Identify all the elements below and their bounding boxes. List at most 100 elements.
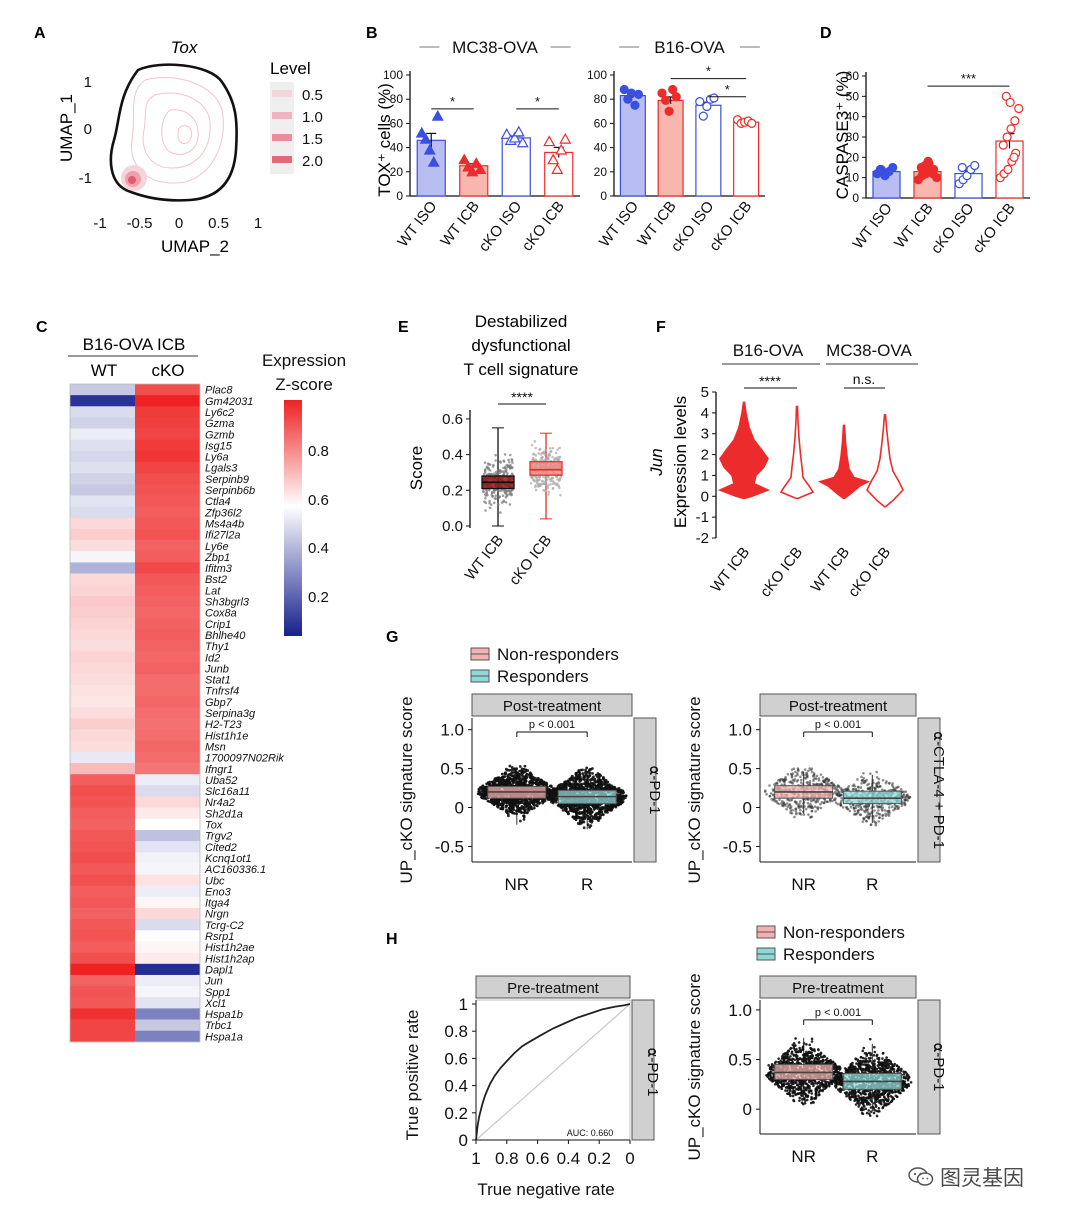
jitter-point — [819, 806, 823, 810]
heatmap-cell-wt — [70, 952, 135, 965]
heatmap-gene-label: Sh3bgrl3 — [205, 597, 250, 609]
jitter-point — [502, 798, 505, 802]
jitter-point — [803, 768, 807, 771]
jitter-point — [507, 806, 511, 810]
jitter-point — [540, 479, 544, 483]
jitter-point — [585, 766, 589, 770]
jitter-point — [501, 775, 504, 779]
jitter-point — [790, 776, 794, 779]
bar — [544, 151, 574, 197]
umap-density-contour — [142, 92, 211, 169]
heatmap-gene-label: Kcnq1ot1 — [205, 853, 251, 865]
jitter-point — [600, 780, 604, 784]
jitter-point — [582, 774, 586, 778]
umap-density-contour — [161, 109, 199, 155]
jitter-point — [777, 802, 781, 806]
jitter-point — [884, 812, 887, 816]
jitter-point — [516, 772, 520, 776]
jitter-point — [547, 490, 551, 494]
jitter-point — [812, 1084, 815, 1088]
legend-tick: 0.2 — [308, 589, 329, 606]
x-tick-label: WT ICB — [437, 198, 483, 250]
jitter-point — [769, 1071, 773, 1074]
heatmap-gene-label: Ifngr1 — [205, 764, 233, 776]
jitter-point — [795, 812, 798, 816]
jitter-point — [531, 800, 535, 804]
jitter-point — [578, 819, 582, 823]
panel-a-ylabel: UMAP_1 — [57, 94, 76, 162]
jitter-point — [832, 1063, 836, 1066]
jitter-point — [810, 1037, 814, 1041]
umap-x-tick: 0 — [175, 215, 183, 232]
jitter-point — [483, 500, 486, 503]
panel-e-ylabel: Score — [407, 446, 426, 490]
jitter-point — [871, 814, 875, 818]
group-title: MC38-OVA — [826, 341, 912, 360]
jitter-point — [815, 782, 819, 786]
jitter-point — [903, 798, 906, 802]
jitter-point — [788, 1087, 792, 1090]
jitter-point — [821, 775, 825, 779]
heatmap-cell-wt — [70, 584, 135, 597]
jitter-point — [510, 459, 514, 462]
jitter-point — [503, 783, 506, 786]
jitter-point — [511, 811, 514, 815]
heatmap-cell-wt — [70, 863, 135, 875]
heatmap-cell-wt — [70, 1030, 135, 1043]
jitter-point — [790, 1081, 793, 1085]
facet-strip-top — [471, 693, 633, 717]
heatmap-cell-cko — [135, 751, 200, 764]
jitter-point — [887, 814, 891, 817]
x-tick-label: 0.4 — [557, 1149, 581, 1168]
jitter-point — [504, 500, 508, 504]
bar — [657, 99, 684, 197]
jitter-point — [807, 1089, 811, 1093]
jitter-point — [521, 771, 524, 775]
jitter-point — [853, 809, 857, 813]
heatmap-cell-cko — [135, 562, 200, 574]
jitter-point — [791, 1087, 795, 1090]
jitter-point — [792, 1042, 796, 1045]
jitter-point — [893, 788, 897, 792]
sig-label: * — [706, 64, 711, 79]
jitter-point — [481, 490, 485, 493]
jitter-point — [871, 778, 875, 782]
heatmap-cell-wt — [70, 1008, 135, 1020]
jitter-point — [805, 775, 809, 779]
jitter-point — [591, 782, 595, 786]
jitter-point — [775, 781, 779, 785]
jitter-point — [553, 482, 557, 485]
jitter-point — [800, 781, 803, 784]
jitter-point — [785, 802, 789, 805]
heatmap-gene-label: Bhlhe40 — [205, 630, 246, 642]
jitter-point — [568, 777, 572, 781]
jitter-point — [501, 802, 505, 805]
jitter-point — [862, 771, 865, 775]
jitter-point — [861, 820, 865, 823]
jitter-point — [502, 500, 506, 503]
jitter-point — [562, 782, 566, 786]
jitter-point — [477, 787, 481, 791]
jitter-point — [902, 793, 906, 797]
heatmap-cell-wt — [70, 662, 135, 675]
jitter-point — [535, 778, 539, 782]
heatmap-gene-label: Lgals3 — [205, 463, 238, 475]
heatmap-gene-label: Ms4a4b — [205, 518, 244, 530]
panel-c-title: B16-OVA ICB — [83, 335, 186, 354]
heatmap-gene-label: Nr4a2 — [205, 797, 235, 809]
jitter-point — [904, 795, 907, 799]
jitter-point — [796, 804, 800, 807]
jitter-point — [478, 792, 482, 796]
y-tick-label: 0.8 — [444, 1022, 468, 1041]
jitter-point — [557, 486, 561, 490]
jitter-point — [805, 1050, 808, 1054]
jitter-point — [867, 782, 870, 786]
jitter-point — [477, 790, 481, 794]
x-tick-label: cKO ISO — [928, 200, 978, 257]
jitter-point — [577, 785, 581, 789]
x-tick-label: R — [866, 875, 878, 894]
panel-d-ylabel: CASPASE3⁺ (%) — [833, 71, 852, 200]
panel-b-ylabel: TOX⁺ cells (%) — [375, 83, 394, 197]
heatmap-cell-wt — [70, 439, 135, 452]
